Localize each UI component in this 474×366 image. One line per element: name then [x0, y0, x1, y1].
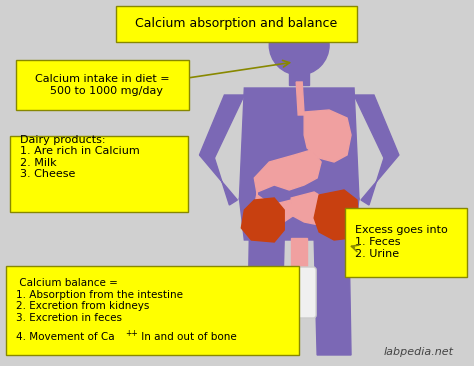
Text: 4. Movement of Ca: 4. Movement of Ca: [16, 332, 115, 342]
Circle shape: [269, 15, 329, 75]
Text: Dairy products:
1. Are rich in Calcium
2. Milk
3. Cheese: Dairy products: 1. Are rich in Calcium 2…: [20, 135, 140, 179]
Text: Calcium absorption and balance: Calcium absorption and balance: [135, 18, 337, 30]
Polygon shape: [241, 198, 284, 242]
Text: labpedia.net: labpedia.net: [384, 347, 454, 357]
Polygon shape: [361, 155, 399, 205]
Text: Calcium balance =
1. Absorption from the intestine
2. Excretion from kidneys
3. : Calcium balance = 1. Absorption from the…: [16, 278, 183, 323]
Text: Excess goes into
1. Feces
2. Urine: Excess goes into 1. Feces 2. Urine: [355, 225, 448, 259]
Polygon shape: [304, 110, 351, 162]
FancyBboxPatch shape: [6, 266, 299, 355]
Polygon shape: [239, 88, 359, 200]
Polygon shape: [200, 155, 237, 205]
Polygon shape: [296, 82, 304, 115]
FancyBboxPatch shape: [282, 267, 316, 318]
Text: Calcium intake in diet =
  500 to 1000 mg/day: Calcium intake in diet = 500 to 1000 mg/…: [36, 74, 170, 96]
FancyBboxPatch shape: [345, 208, 467, 277]
Polygon shape: [314, 190, 359, 240]
Text: ++: ++: [126, 329, 138, 337]
FancyBboxPatch shape: [10, 136, 189, 212]
Polygon shape: [200, 95, 244, 158]
Polygon shape: [247, 238, 284, 355]
Text: In and out of bone: In and out of bone: [137, 332, 237, 342]
Polygon shape: [314, 238, 351, 355]
Polygon shape: [291, 238, 307, 270]
Polygon shape: [239, 198, 359, 240]
Polygon shape: [291, 192, 329, 225]
FancyBboxPatch shape: [16, 60, 190, 110]
Polygon shape: [254, 150, 321, 225]
Polygon shape: [354, 95, 399, 158]
FancyBboxPatch shape: [116, 6, 357, 42]
Polygon shape: [289, 72, 309, 85]
